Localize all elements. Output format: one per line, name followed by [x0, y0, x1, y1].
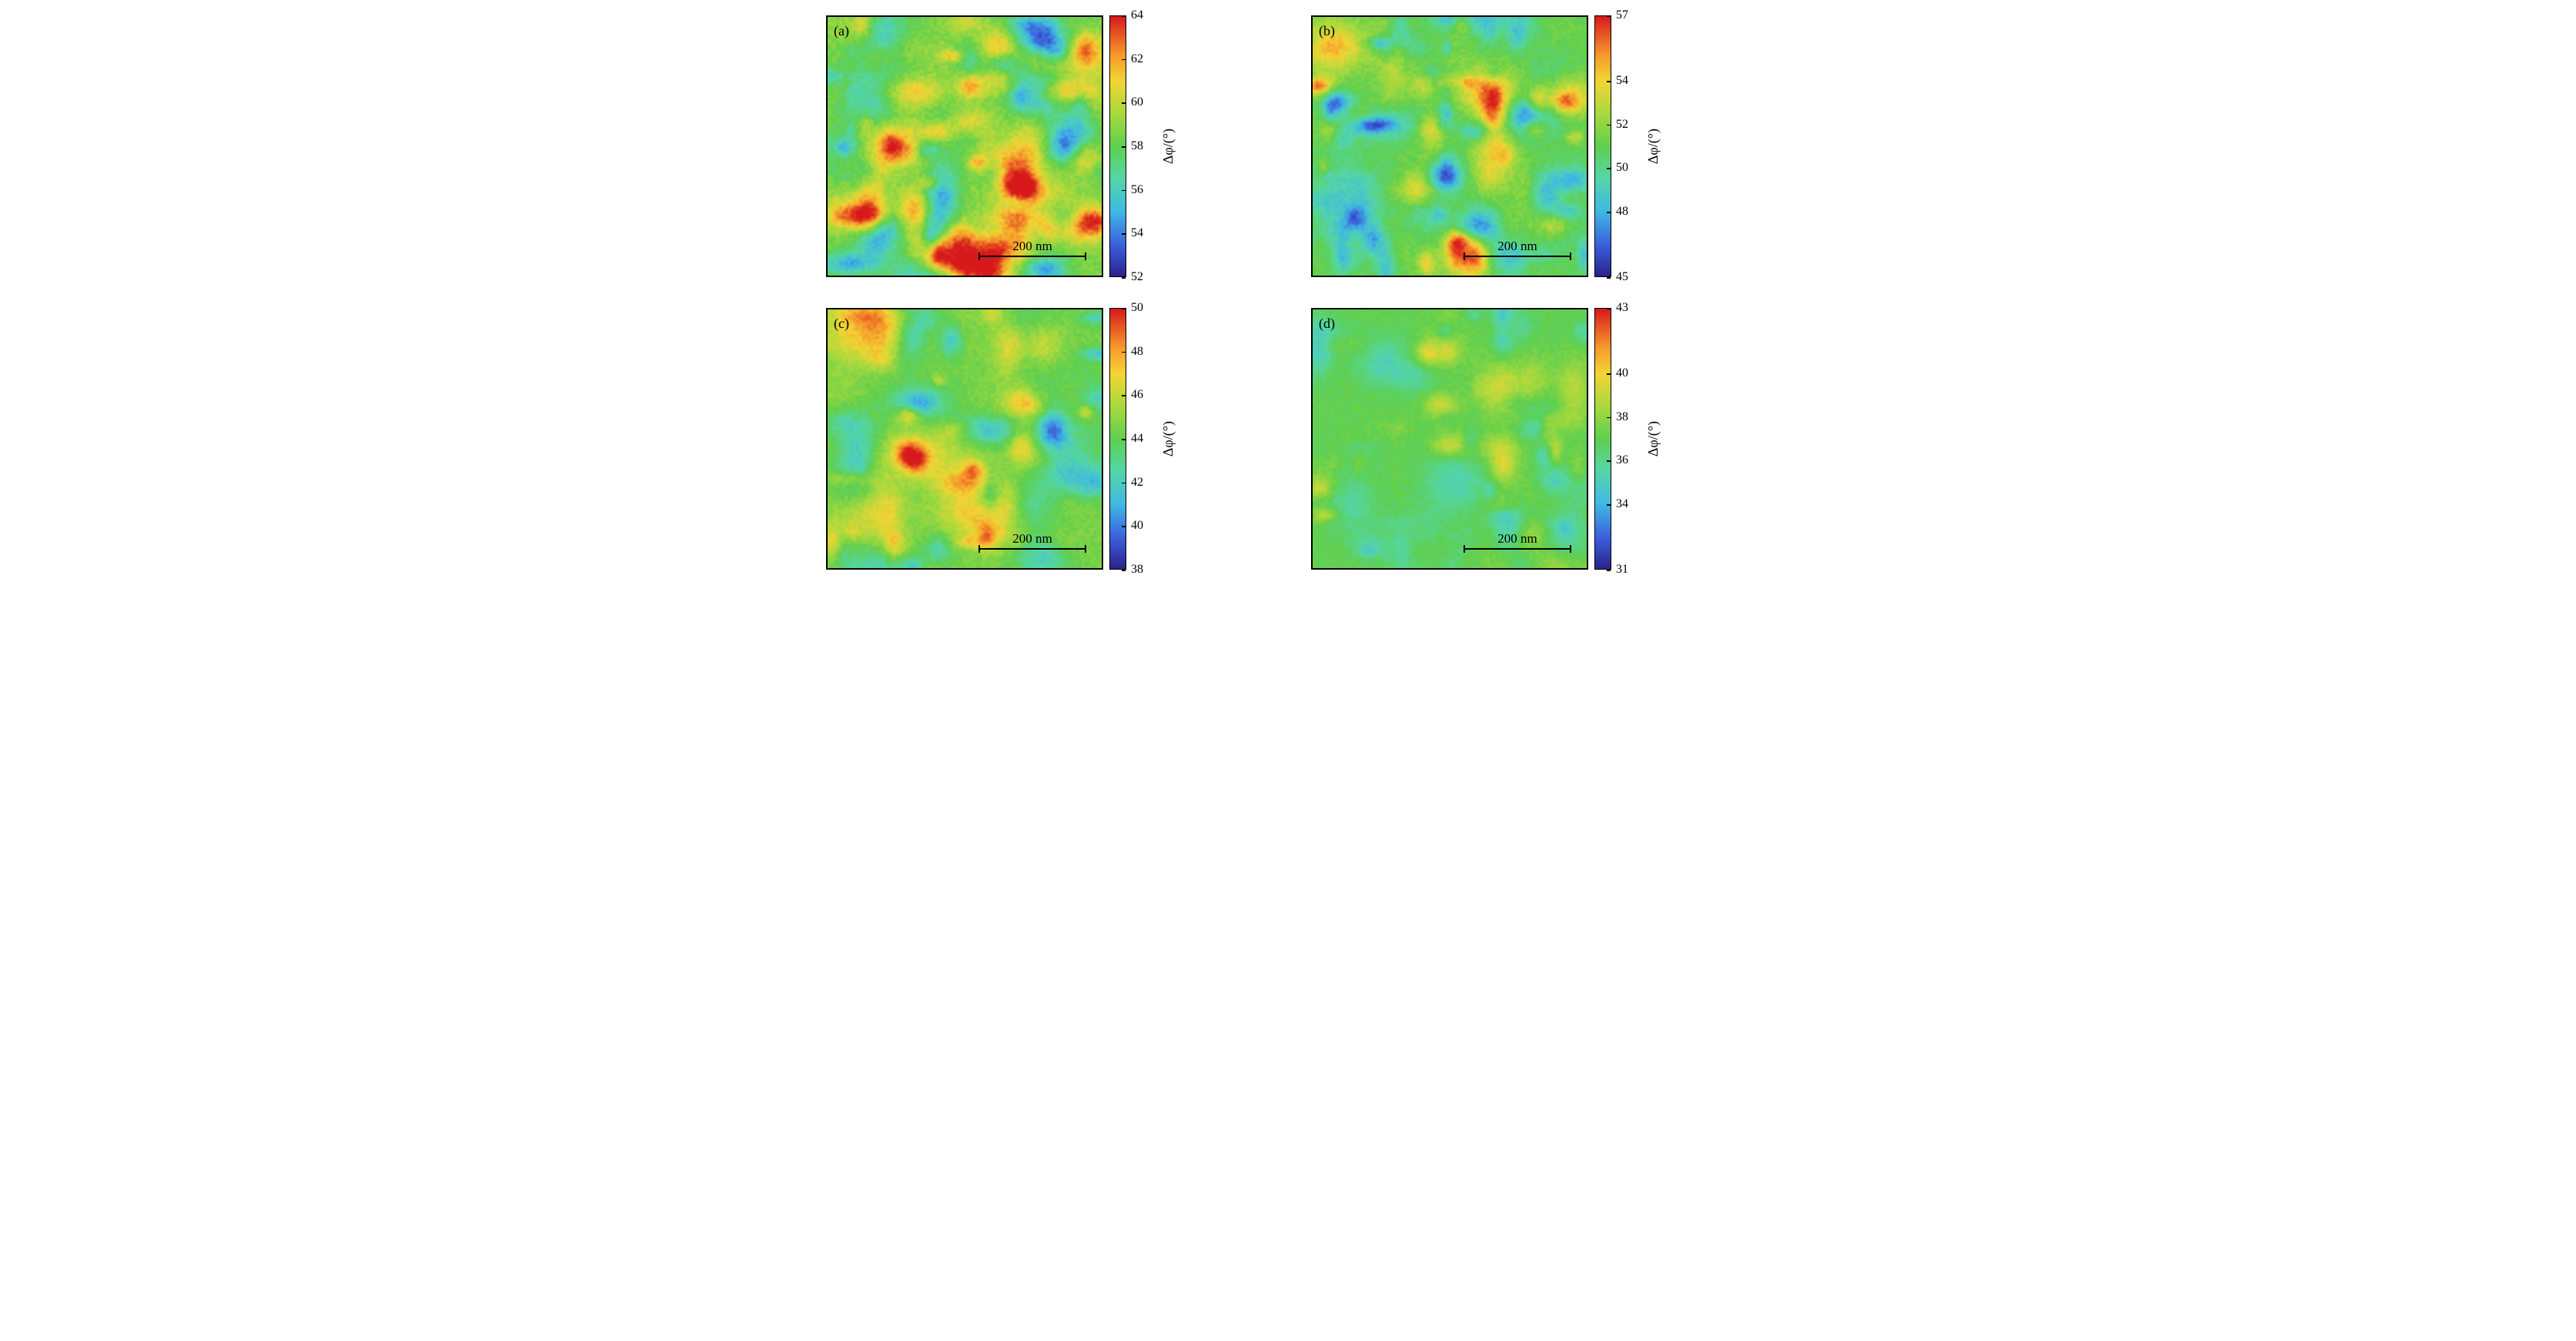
colorbar-tick-label: 56: [1131, 183, 1143, 197]
colorbar-tick-label: 62: [1131, 52, 1143, 66]
colorbar-ticks-a: 52545658606264: [1129, 15, 1153, 277]
colorbar-tick-label: 64: [1131, 8, 1143, 22]
colorbar-tick-label: 50: [1131, 301, 1143, 315]
colorbar-tick-label: 60: [1131, 95, 1143, 109]
colorbar-tick-label: 34: [1616, 497, 1628, 511]
colorbar-tick-label: 48: [1616, 205, 1628, 219]
panel-c: (c) 200 nm 38404244464850 Δφ/(°): [826, 308, 1265, 570]
heatmap-a: (a) 200 nm: [826, 15, 1103, 277]
colorbar-tick-label: 48: [1131, 345, 1143, 359]
scalebar-a: 200 nm: [979, 239, 1086, 257]
scalebar-line: [1464, 548, 1571, 550]
colorbar-tick-label: 40: [1616, 366, 1628, 380]
colorbar-tick-label: 43: [1616, 301, 1628, 315]
heatmap-canvas-d: [1313, 309, 1587, 568]
colorbar-a: [1109, 15, 1126, 277]
panel-b: (b) 200 nm 454850525457 Δφ/(°): [1311, 15, 1750, 277]
scalebar-line: [979, 256, 1086, 257]
heatmap-canvas-a: [828, 17, 1102, 276]
colorbar-tick-label: 54: [1131, 226, 1143, 240]
panel-label-d: (d): [1319, 316, 1335, 332]
scalebar-text: 200 nm: [1464, 239, 1571, 254]
colorbar-tick-label: 52: [1131, 270, 1143, 284]
scalebar-text: 200 nm: [979, 531, 1086, 547]
colorbar-ticks-c: 38404244464850: [1129, 308, 1153, 570]
colorbar-group-a: 52545658606264 Δφ/(°): [1109, 15, 1176, 277]
heatmap-canvas-c: [828, 309, 1102, 568]
heatmap-d: (d) 200 nm: [1311, 308, 1588, 570]
colorbar-tick-label: 58: [1131, 139, 1143, 153]
panel-d: (d) 200 nm 313436384043 Δφ/(°): [1311, 308, 1750, 570]
colorbar-tick-label: 36: [1616, 453, 1628, 467]
colorbar-label-b: Δφ/(°): [1645, 129, 1661, 164]
panel-label-c: (c): [834, 316, 849, 332]
colorbar-tick-label: 42: [1131, 476, 1143, 490]
colorbar-group-c: 38404244464850 Δφ/(°): [1109, 308, 1176, 570]
colorbar-tick-label: 54: [1616, 74, 1628, 88]
figure-grid: (a) 200 nm 52545658606264 Δφ/(°) (b) 200…: [826, 15, 1750, 570]
colorbar-tick-label: 31: [1616, 563, 1628, 577]
scalebar-text: 200 nm: [979, 239, 1086, 254]
colorbar-tick-label: 40: [1131, 519, 1143, 533]
colorbar-label-c: Δφ/(°): [1160, 421, 1176, 456]
colorbar-tick-label: 38: [1131, 563, 1143, 577]
colorbar-group-b: 454850525457 Δφ/(°): [1594, 15, 1661, 277]
colorbar-tick-label: 50: [1616, 161, 1628, 175]
colorbar-label-a: Δφ/(°): [1160, 129, 1176, 164]
panel-a: (a) 200 nm 52545658606264 Δφ/(°): [826, 15, 1265, 277]
scalebar-line: [979, 548, 1086, 550]
heatmap-c: (c) 200 nm: [826, 308, 1103, 570]
colorbar-tick-label: 52: [1616, 118, 1628, 132]
scalebar-text: 200 nm: [1464, 531, 1571, 547]
panel-label-b: (b): [1319, 23, 1335, 39]
colorbar-tick-label: 38: [1616, 410, 1628, 424]
colorbar-tick-label: 46: [1131, 388, 1143, 402]
colorbar-ticks-d: 313436384043: [1614, 308, 1638, 570]
scalebar-c: 200 nm: [979, 531, 1086, 550]
panel-label-a: (a): [834, 23, 849, 39]
colorbar-tick-label: 44: [1131, 432, 1143, 446]
scalebar-b: 200 nm: [1464, 239, 1571, 257]
colorbar-ticks-b: 454850525457: [1614, 15, 1638, 277]
colorbar-tick-label: 45: [1616, 270, 1628, 284]
colorbar-tick-label: 57: [1616, 8, 1628, 22]
colorbar-label-d: Δφ/(°): [1645, 421, 1661, 456]
heatmap-canvas-b: [1313, 17, 1587, 276]
colorbar-group-d: 313436384043 Δφ/(°): [1594, 308, 1661, 570]
scalebar-d: 200 nm: [1464, 531, 1571, 550]
colorbar-c: [1109, 308, 1126, 570]
colorbar-d: [1594, 308, 1611, 570]
colorbar-b: [1594, 15, 1611, 277]
scalebar-line: [1464, 256, 1571, 257]
heatmap-b: (b) 200 nm: [1311, 15, 1588, 277]
